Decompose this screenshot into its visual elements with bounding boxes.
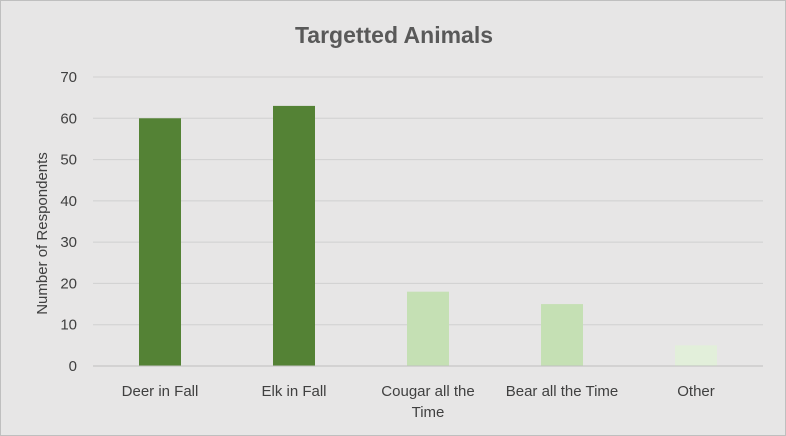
x-category-label: Deer in Fall — [122, 383, 199, 400]
x-category-label: Time — [412, 404, 445, 421]
bars — [139, 105, 717, 367]
bar — [541, 304, 583, 366]
y-tick-label: 40 — [60, 193, 77, 210]
y-tick-label: 50 — [60, 152, 77, 169]
gridlines — [93, 76, 763, 326]
bar — [273, 105, 315, 367]
bar — [139, 118, 181, 367]
y-tick-label: 20 — [60, 275, 77, 292]
bar — [407, 291, 449, 366]
x-category-label: Bear all the Time — [506, 383, 619, 400]
y-axis-ticks: 0 10 20 30 40 50 60 70 — [60, 69, 77, 375]
y-tick-label: 30 — [60, 234, 77, 251]
x-axis-labels: Deer in Fall Elk in Fall Cougar all the Tim… — [122, 383, 715, 421]
x-category-label: Other — [677, 383, 715, 400]
y-tick-label: 70 — [60, 69, 77, 86]
chart-title: Targetted Animals — [295, 22, 493, 48]
y-tick-label: 10 — [60, 317, 77, 334]
y-tick-label: 60 — [60, 110, 77, 127]
bar — [675, 345, 717, 366]
x-category-label: Cougar all the — [381, 383, 474, 400]
y-tick-label: 0 — [69, 358, 77, 375]
y-axis-title: Number of Respondents — [34, 152, 51, 315]
x-category-label: Elk in Fall — [261, 383, 326, 400]
